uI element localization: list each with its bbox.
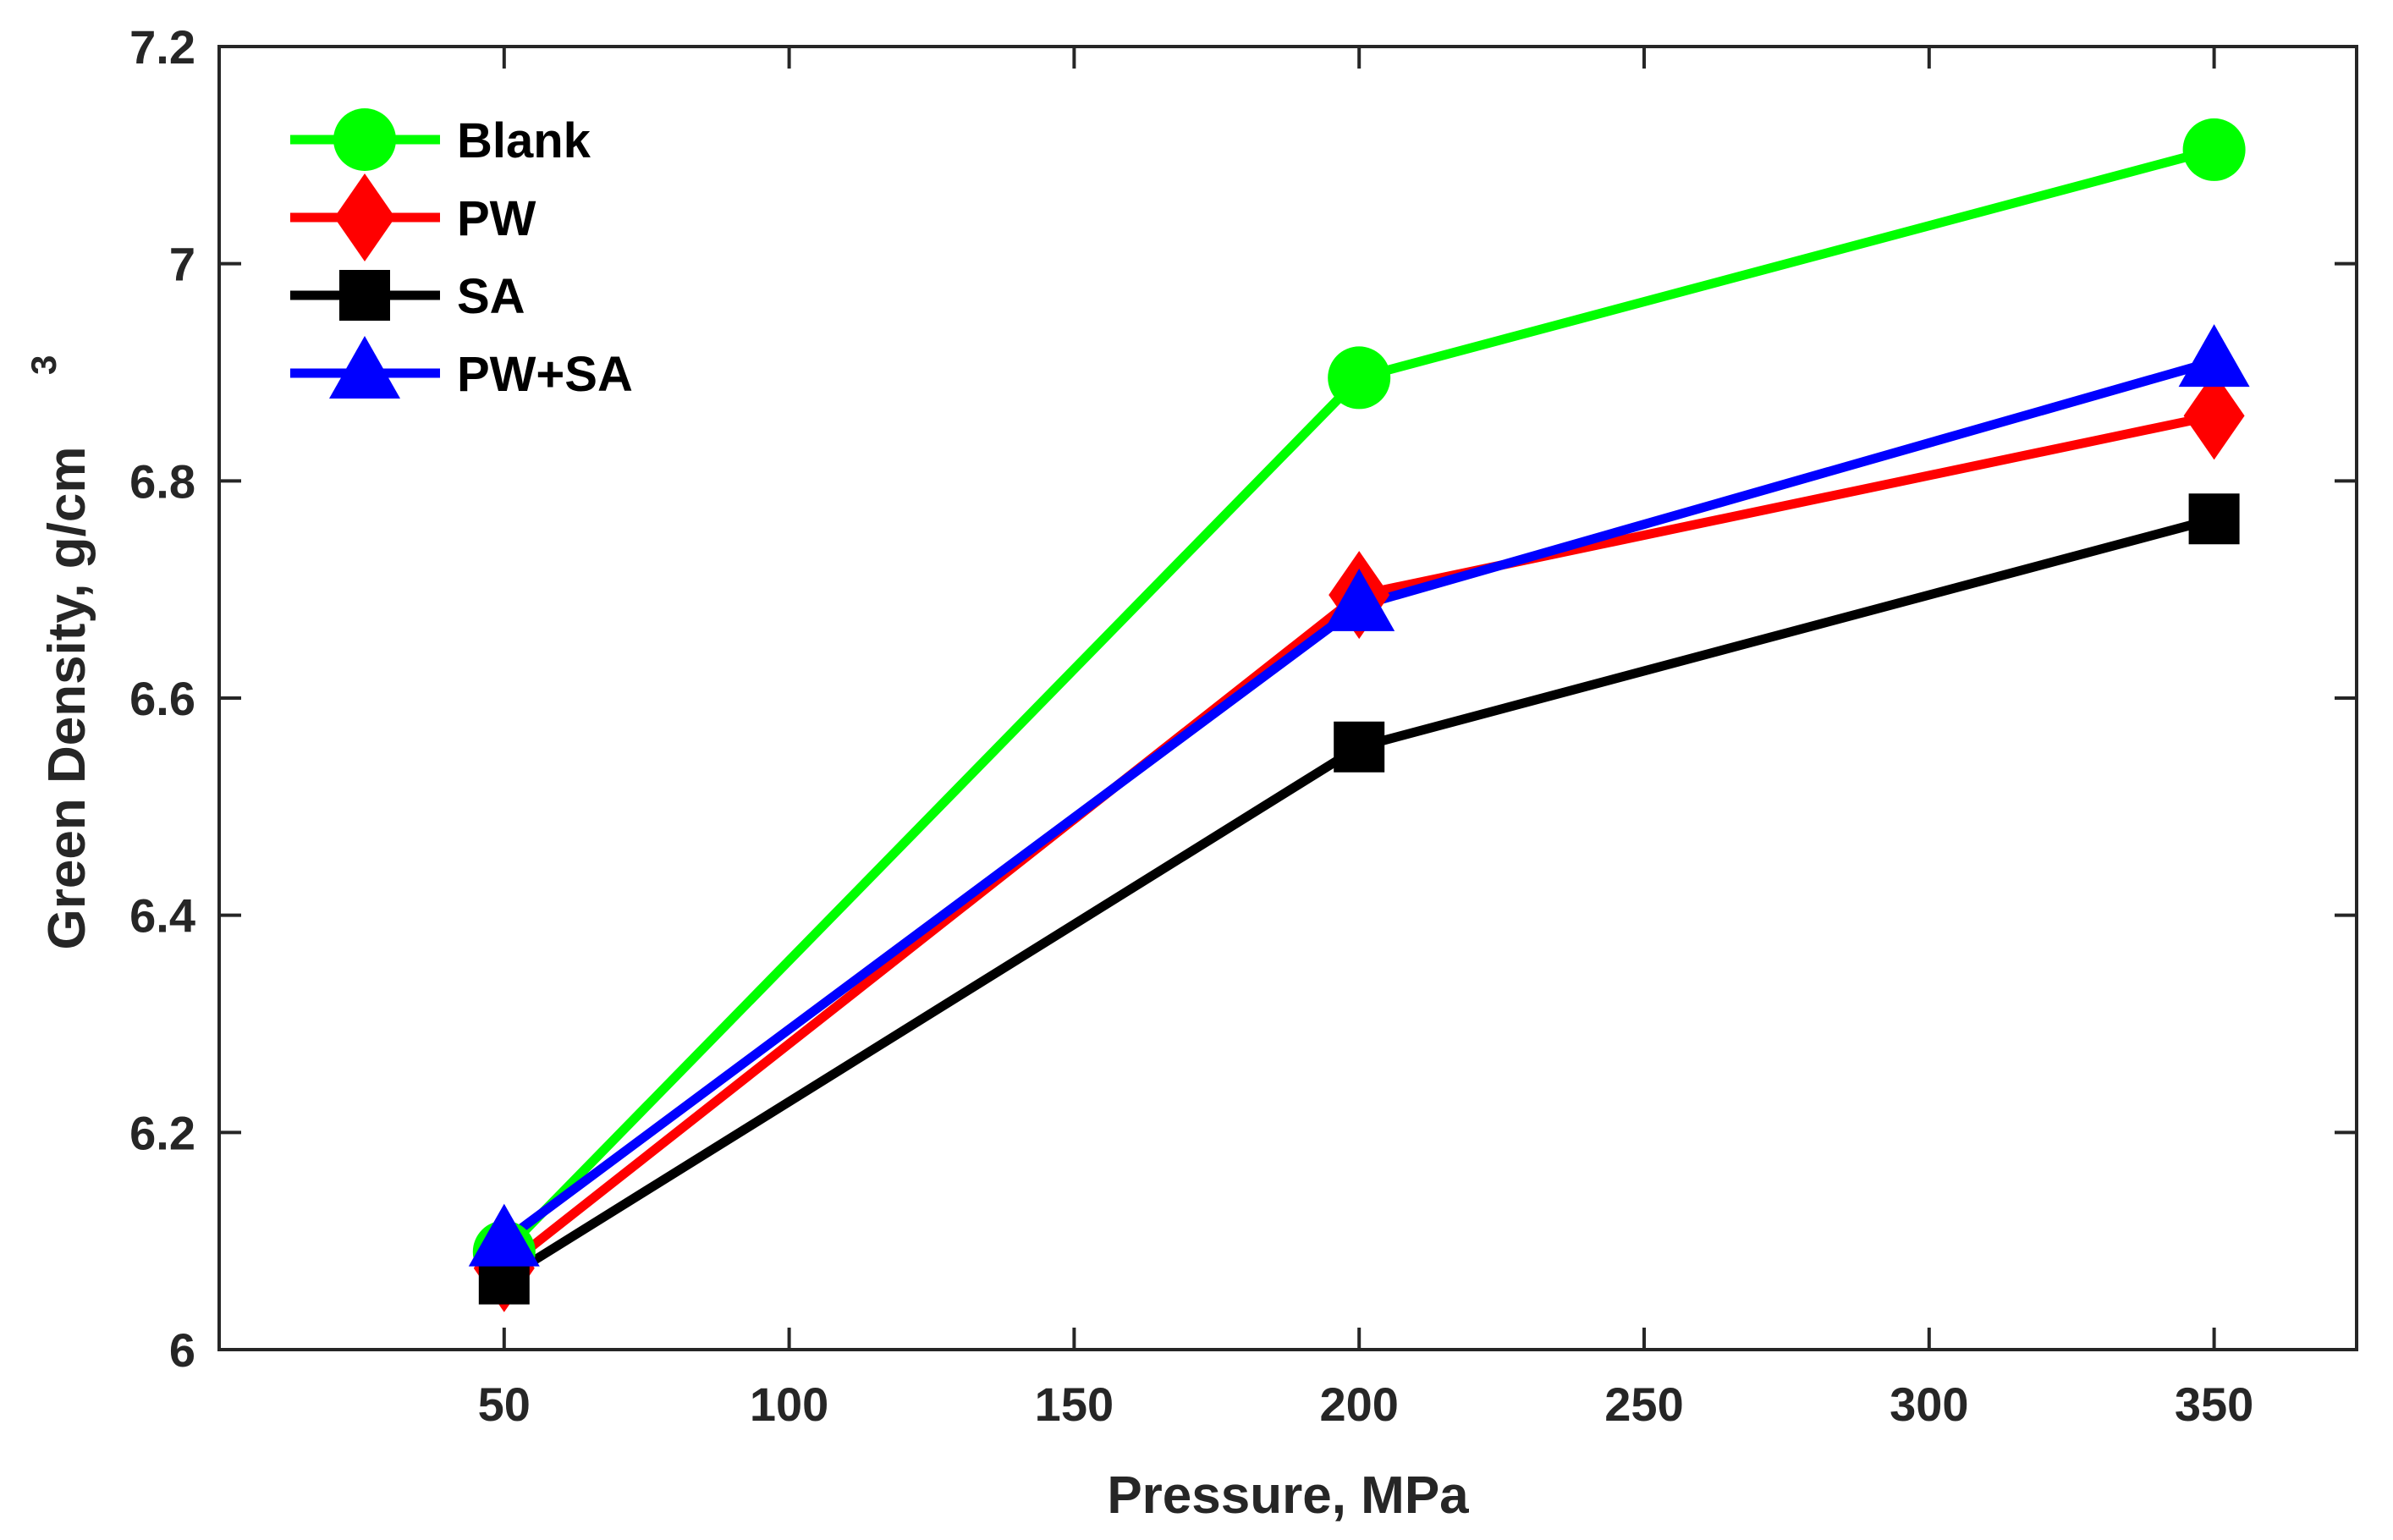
y-tick-label: 6.2 (129, 1106, 195, 1159)
y-tick-label: 6.8 (129, 454, 195, 508)
y-axis-label-superscript: 3 (24, 355, 63, 375)
y-tick-label: 7 (169, 238, 195, 291)
legend-marker-blank (333, 108, 396, 171)
legend-marker-pw (334, 173, 395, 261)
y-tick-label: 6 (169, 1323, 195, 1377)
legend-marker-pw-sa (329, 336, 400, 399)
x-tick-label: 250 (1604, 1378, 1683, 1431)
legend-label-pw-sa: PW+SA (457, 347, 633, 402)
data-point-pw-sa (1323, 568, 1395, 631)
y-tick-label: 7.2 (129, 20, 195, 74)
data-point-blank (1328, 346, 1391, 410)
legend-marker-sa (339, 270, 390, 321)
data-point-sa (1334, 721, 1385, 773)
y-axis-ticks: 6 6.2 6.4 6.6 6.8 7 7.2 (129, 20, 2357, 1377)
data-point-pw (2183, 371, 2245, 460)
x-tick-label: 200 (1319, 1378, 1398, 1431)
x-axis-ticks: 50 100 150 200 250 300 350 (478, 47, 2253, 1431)
x-tick-label: 100 (750, 1378, 828, 1431)
x-tick-label: 50 (478, 1378, 531, 1431)
data-point-pw-sa (2178, 324, 2250, 388)
y-axis-label-text: Green Density, g/cm (38, 447, 96, 950)
legend-label-blank: Blank (457, 113, 591, 168)
x-tick-label: 300 (1890, 1378, 1968, 1431)
data-point-pw-sa (468, 1203, 540, 1267)
legend: Blank PW SA PW+SA (262, 91, 685, 421)
legend-label-sa: SA (457, 269, 525, 324)
x-tick-label: 350 (2175, 1378, 2253, 1431)
legend-label-pw: PW (457, 191, 536, 246)
y-tick-label: 6.4 (129, 889, 195, 943)
y-axis-label: Green Density, g/cm 3 (24, 355, 96, 950)
data-point-sa (2188, 493, 2240, 545)
series-markers (468, 118, 2250, 1312)
y-tick-label: 6.6 (129, 672, 195, 725)
legend-box (262, 91, 685, 421)
data-point-blank (2182, 118, 2246, 181)
x-axis-label: Pressure, MPa (1107, 1466, 1469, 1525)
x-tick-label: 150 (1035, 1378, 1114, 1431)
